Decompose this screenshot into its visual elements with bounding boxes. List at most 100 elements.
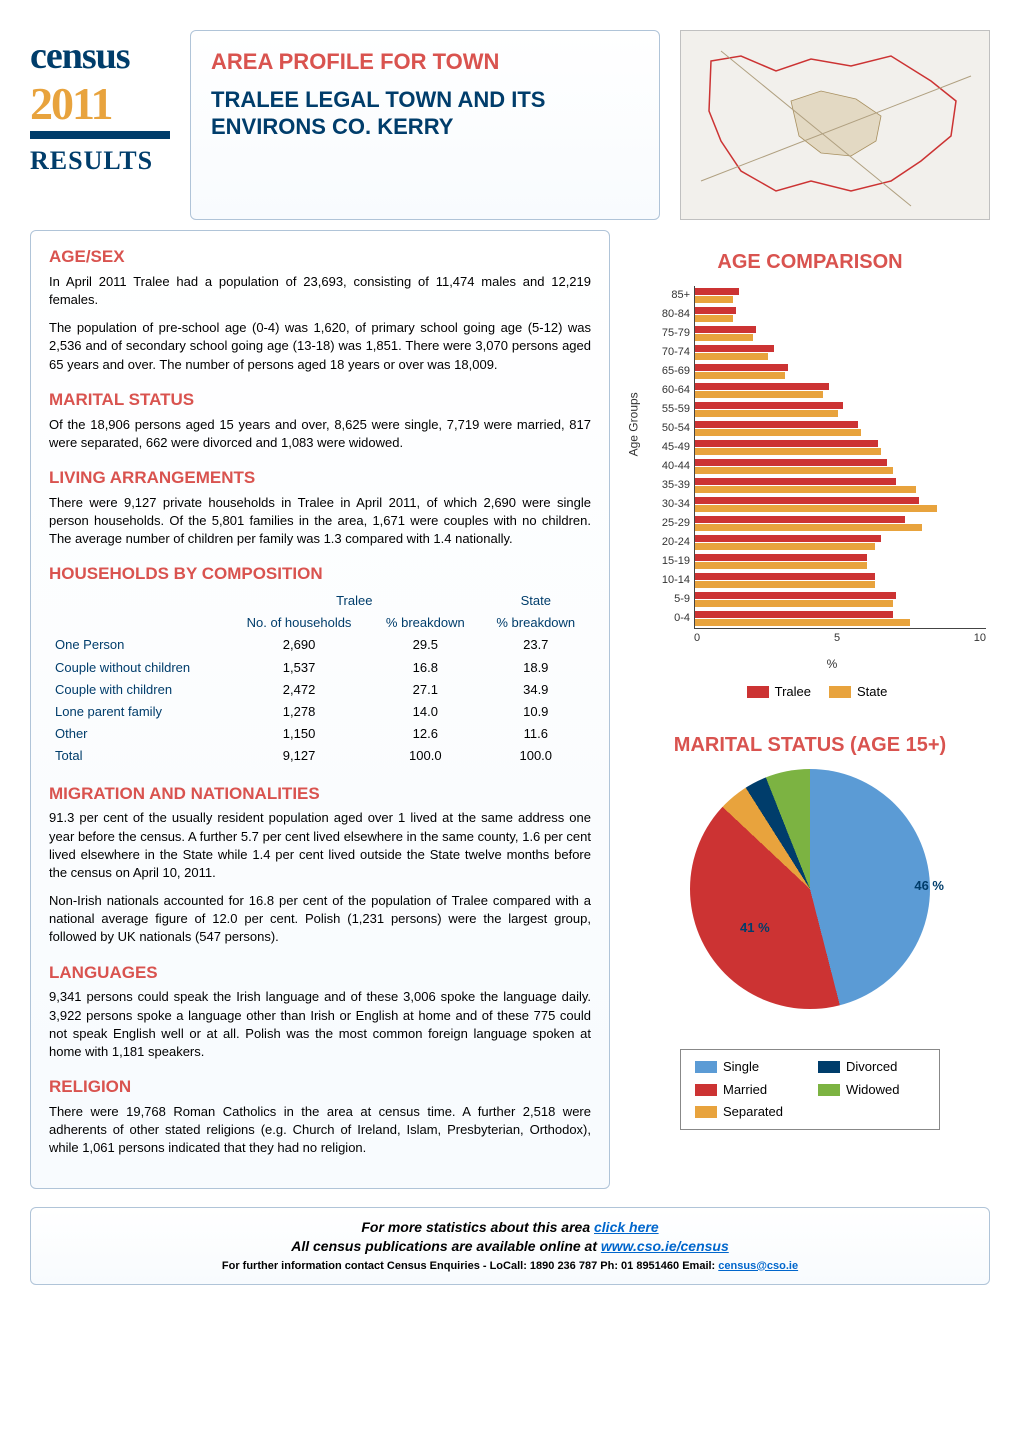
bar-row: 45-49 [648,438,986,457]
title-panel: AREA PROFILE FOR TOWN TRALEE LEGAL TOWN … [190,30,660,220]
bar-row: 85+ [648,286,986,305]
swatch-tralee [747,686,769,698]
bar-tralee [695,440,878,447]
bar-row: 5-9 [648,590,986,609]
bar-row: 0-4 [648,609,986,628]
xtick-10: 10 [974,631,986,646]
bar-label: 75-79 [648,326,694,341]
bar-tralee [695,478,896,485]
col-ps: % breakdown [481,612,591,634]
bar-tralee [695,459,887,466]
cell-pa: 16.8 [370,657,480,679]
text-panel: AGE/SEX In April 2011 Tralee had a popul… [30,230,610,1189]
bar-label: 25-29 [648,516,694,531]
bar-tralee [695,516,905,523]
bar-track [694,400,986,419]
bar-tralee [695,573,875,580]
bar-track [694,305,986,324]
table-row: Couple without children1,53716.818.9 [49,657,591,679]
bar-state [695,600,893,607]
main-content-row: AGE/SEX In April 2011 Tralee had a popul… [30,230,990,1189]
cell-label: One Person [49,634,228,656]
bar-row: 30-34 [648,495,986,514]
bar-track [694,343,986,362]
cell-label: Couple with children [49,679,228,701]
bar-label: 10-14 [648,573,694,588]
cell-ps: 18.9 [481,657,591,679]
pie-pct-married: 41 % [740,919,770,937]
pie-legend-item: Widowed [818,1081,925,1099]
footer-line-1: For more statistics about this area clic… [45,1218,975,1238]
para-languages-1: 9,341 persons could speak the Irish lang… [49,988,591,1061]
para-religion-1: There were 19,768 Roman Catholics in the… [49,1103,591,1158]
cell-pa: 12.6 [370,723,480,745]
bar-track [694,457,986,476]
bar-state [695,410,838,417]
bar-label: 70-74 [648,345,694,360]
pie-pct-single: 46 % [914,877,944,895]
pie-legend-label: Married [723,1081,767,1099]
table-row: Other1,15012.611.6 [49,723,591,745]
cell-ps: 23.7 [481,634,591,656]
col-area: Tralee [228,590,481,612]
bar-label: 0-4 [648,611,694,626]
marital-chart-title: MARITAL STATUS (AGE 15+) [630,731,990,759]
cell-n: 1,150 [228,723,370,745]
bar-tralee [695,611,893,618]
age-chart-xlabel: % [678,656,986,673]
pie-graphic [690,769,930,1009]
table-row: Lone parent family1,27814.010.9 [49,701,591,723]
bar-tralee [695,554,867,561]
bar-tralee [695,364,788,371]
bar-label: 50-54 [648,421,694,436]
bar-label: 15-19 [648,554,694,569]
bar-label: 35-39 [648,478,694,493]
bar-state [695,296,733,303]
bar-label: 30-34 [648,497,694,512]
pie-legend-item: Single [695,1058,802,1076]
cell-ps: 10.9 [481,701,591,723]
bar-track [694,324,986,343]
bar-row: 40-44 [648,457,986,476]
heading-living: LIVING ARRANGEMENTS [49,466,591,490]
footer-link-clickhere[interactable]: click here [594,1219,659,1235]
bar-tralee [695,288,739,295]
bar-label: 65-69 [648,364,694,379]
footer-link-email[interactable]: census@cso.ie [718,1260,798,1272]
pie-legend-item: Divorced [818,1058,925,1076]
pie-swatch [695,1106,717,1118]
heading-languages: LANGUAGES [49,961,591,985]
pie-legend-label: Single [723,1058,759,1076]
footer-link-cso[interactable]: www.cso.ie/census [601,1238,729,1254]
marital-legend: Single Married Separated Divorced Widowed [680,1049,940,1130]
bar-row: 55-59 [648,400,986,419]
bar-row: 20-24 [648,533,986,552]
bar-state [695,429,861,436]
table-row: One Person2,69029.523.7 [49,634,591,656]
heading-marital: MARITAL STATUS [49,388,591,412]
table-header-row-1: Tralee State [49,590,591,612]
table-row: Couple with children2,47227.134.9 [49,679,591,701]
bar-row: 75-79 [648,324,986,343]
map-svg [681,31,990,220]
pie-swatch [695,1084,717,1096]
pie-swatch [695,1061,717,1073]
bar-row: 10-14 [648,571,986,590]
legend-label-state: State [857,683,887,701]
footer-text-1: For more statistics about this area [361,1219,594,1235]
cell-pa: 100.0 [370,745,480,767]
heading-age-sex: AGE/SEX [49,245,591,269]
bar-state [695,467,893,474]
bar-tralee [695,421,858,428]
para-migration-1: 91.3 per cent of the usually resident po… [49,809,591,882]
bar-state [695,315,733,322]
pie-legend-label: Separated [723,1103,783,1121]
cell-n: 1,537 [228,657,370,679]
bar-label: 55-59 [648,402,694,417]
bar-label: 60-64 [648,383,694,398]
bar-tralee [695,497,919,504]
bar-track [694,571,986,590]
bar-row: 15-19 [648,552,986,571]
page-supertitle: AREA PROFILE FOR TOWN [211,47,639,78]
age-chart-legend: Tralee State [648,683,986,701]
